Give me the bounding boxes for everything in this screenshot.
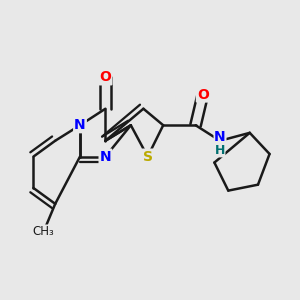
Text: N: N [74,118,86,132]
Text: CH₃: CH₃ [33,225,55,238]
Text: O: O [100,70,111,84]
Text: O: O [197,88,209,101]
Text: S: S [143,150,153,164]
Text: H: H [215,144,225,157]
Text: N: N [214,130,226,144]
Text: N: N [100,150,111,164]
